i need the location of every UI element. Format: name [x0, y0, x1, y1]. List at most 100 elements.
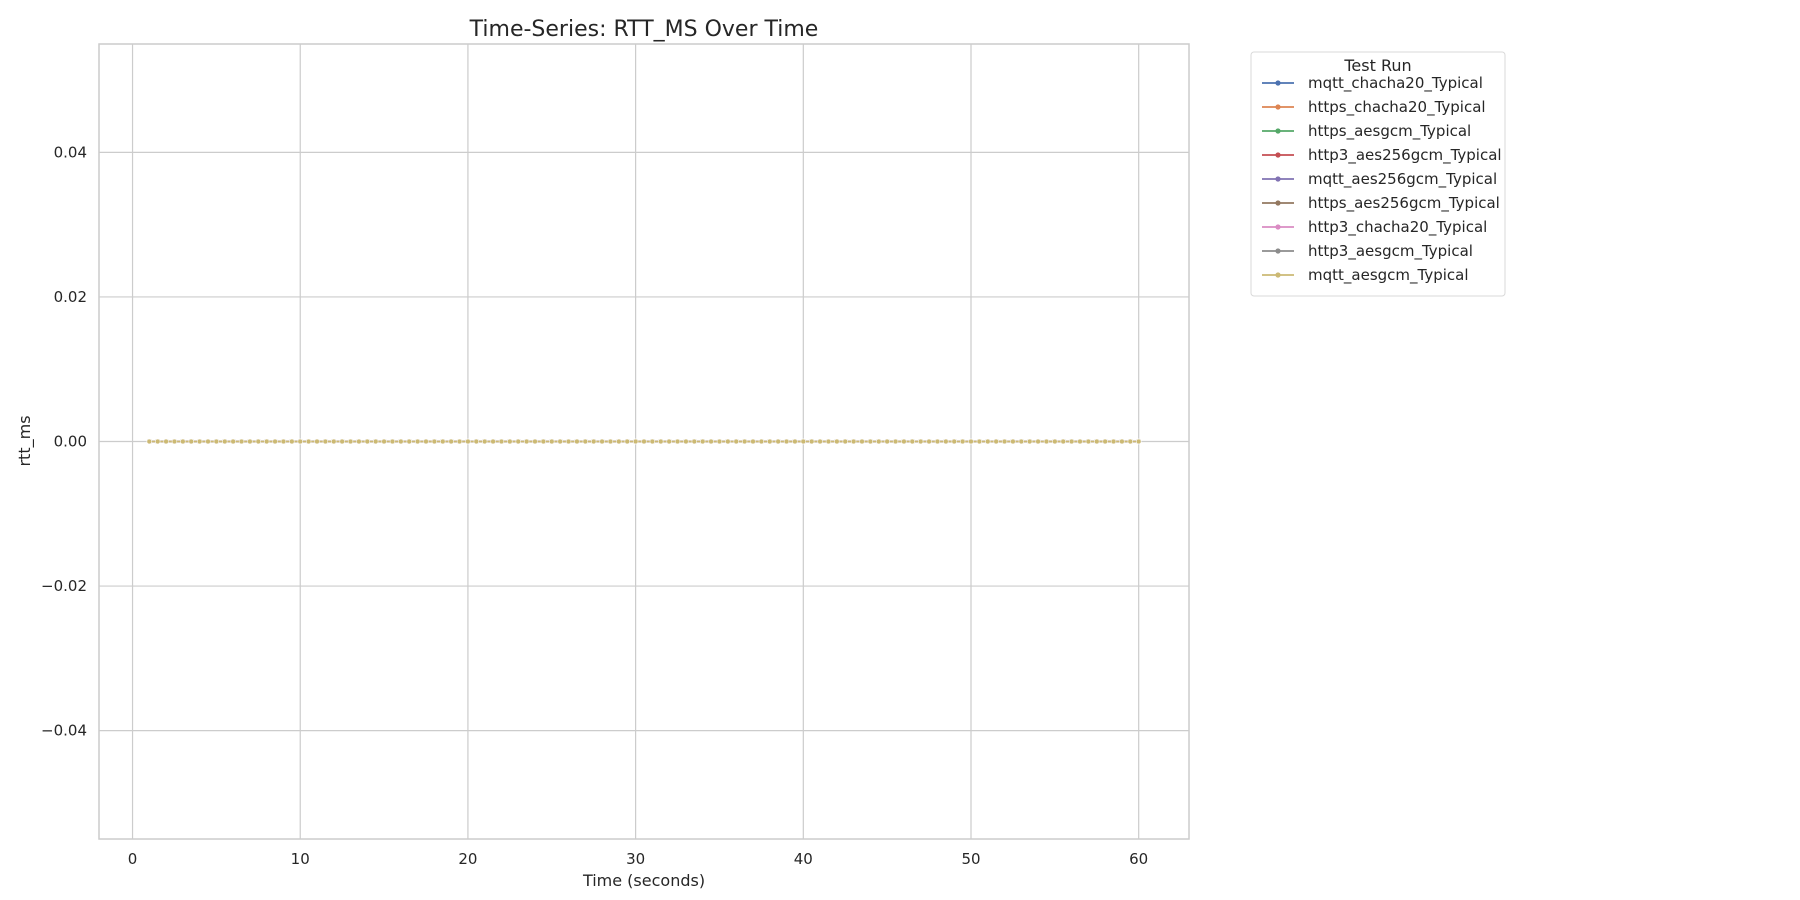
- data-point: [398, 438, 404, 445]
- data-point: [1010, 438, 1016, 445]
- data-point: [959, 438, 966, 445]
- data-point: [834, 438, 840, 445]
- data-point: [758, 438, 765, 445]
- data-point: [892, 438, 899, 445]
- data-point: [716, 438, 723, 445]
- data-point: [381, 438, 387, 445]
- legend-item: https_aesgcm_Typical: [1262, 122, 1471, 141]
- legend-frame: [1250, 51, 1506, 297]
- data-point: [700, 438, 706, 445]
- data-point: [448, 438, 454, 445]
- data-point: [289, 438, 295, 445]
- data-point: [280, 438, 287, 445]
- legend-item: https_chacha20_Typical: [1262, 98, 1486, 117]
- data-point: [616, 438, 622, 445]
- data-point: [1068, 438, 1075, 445]
- legend-item: http3_aesgcm_Typical: [1262, 242, 1473, 261]
- data-point: [666, 438, 672, 445]
- data-point: [163, 438, 169, 445]
- data-point: [456, 438, 463, 445]
- data-point: [297, 438, 303, 445]
- data-point: [901, 438, 907, 445]
- legend-swatch-marker: [1275, 248, 1281, 254]
- data-point: [1027, 438, 1033, 445]
- tick-labels: 0 10 20 30 40 50 60 −0.04 −0.02 0.00 0.02 0.04: [41, 143, 1148, 868]
- legend-label: https_aesgcm_Typical: [1308, 122, 1471, 141]
- legend-label: https_chacha20_Typical: [1308, 98, 1486, 117]
- legend-item: mqtt_chacha20_Typical: [1262, 74, 1483, 93]
- legend-item: mqtt_aesgcm_Typical: [1262, 266, 1469, 285]
- data-point: [238, 438, 245, 445]
- data-point: [1018, 438, 1024, 445]
- series-mqtt_aesgcm_Typical: [146, 438, 1142, 445]
- data-point: [792, 438, 798, 445]
- data-point: [490, 438, 496, 445]
- legend-item: mqtt_aes256gcm_Typical: [1262, 170, 1497, 189]
- data-point: [599, 438, 605, 445]
- data-point: [423, 438, 429, 445]
- y-tick-label: 0.04: [54, 143, 87, 161]
- data-point: [347, 438, 354, 445]
- data-point: [364, 438, 370, 445]
- data-point: [196, 438, 203, 445]
- plot-frame: [98, 43, 1190, 840]
- data-point: [842, 438, 848, 445]
- data-point: [658, 438, 664, 445]
- data-point: [649, 438, 656, 445]
- data-point: [322, 438, 329, 445]
- data-point: [180, 438, 186, 445]
- x-tick-label: 10: [291, 850, 310, 868]
- data-point: [356, 438, 362, 445]
- legend-label: http3_aesgcm_Typical: [1308, 242, 1473, 261]
- legend-title: Test Run: [1343, 56, 1411, 75]
- data-point: [406, 438, 412, 445]
- data-point: [431, 438, 438, 445]
- x-tick-label: 50: [961, 850, 980, 868]
- legend-item: http3_chacha20_Typical: [1262, 218, 1487, 237]
- data-point: [741, 438, 748, 445]
- data-point: [985, 438, 991, 445]
- data-point: [926, 438, 932, 445]
- legend-swatch-marker: [1275, 104, 1281, 110]
- x-axis-label: Time (seconds): [582, 871, 705, 890]
- x-tick-label: 0: [128, 850, 138, 868]
- data-point: [373, 438, 379, 445]
- y-axis-label: rtt_ms: [15, 415, 35, 466]
- data-point: [1136, 438, 1142, 445]
- data-point: [171, 438, 178, 445]
- data-point: [683, 438, 689, 445]
- data-point: [272, 438, 278, 445]
- x-tick-label: 20: [458, 850, 477, 868]
- data-point: [540, 438, 547, 445]
- data-point: [515, 438, 521, 445]
- legend-label: mqtt_aes256gcm_Typical: [1308, 170, 1497, 189]
- data-point: [867, 438, 874, 445]
- data-point: [733, 438, 739, 445]
- data-point: [934, 438, 941, 445]
- data-point: [783, 438, 790, 445]
- legend-swatch-marker: [1275, 152, 1281, 158]
- data-point: [565, 438, 572, 445]
- data-point: [1060, 438, 1066, 445]
- y-tick-label: 0.02: [54, 288, 87, 306]
- series-layer: [146, 438, 1142, 445]
- data-point: [205, 438, 211, 445]
- data-point: [767, 438, 773, 445]
- data-point: [523, 438, 530, 445]
- legend-label: http3_aes256gcm_Typical: [1308, 146, 1502, 165]
- data-point: [884, 438, 890, 445]
- legend-swatch-marker: [1275, 224, 1281, 230]
- data-point: [574, 438, 580, 445]
- data-point: [817, 438, 823, 445]
- data-point: [188, 438, 194, 445]
- legend-label: http3_chacha20_Typical: [1308, 218, 1487, 237]
- data-point: [1127, 438, 1133, 445]
- data-point: [465, 438, 471, 445]
- y-tick-label: 0.00: [54, 433, 87, 451]
- legend-swatch-marker: [1275, 128, 1281, 134]
- data-point: [557, 438, 563, 445]
- data-point: [389, 438, 396, 445]
- data-point: [339, 438, 345, 445]
- data-point: [859, 438, 865, 445]
- data-point: [1094, 438, 1100, 445]
